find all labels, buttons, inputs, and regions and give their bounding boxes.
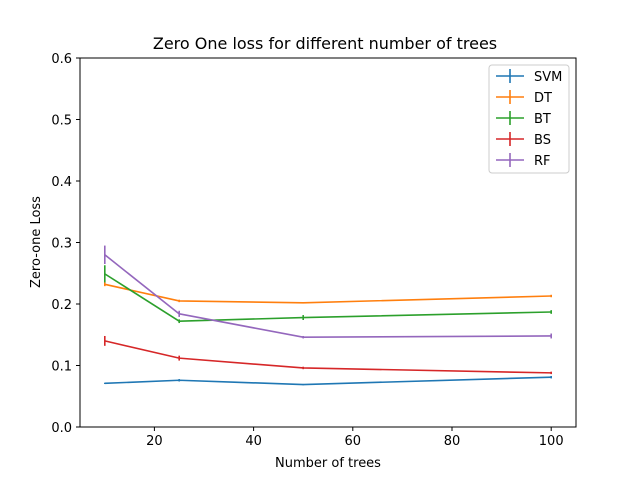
- series-line-rf: [104, 254, 552, 339]
- series-bs: [104, 335, 553, 375]
- series-rf: [104, 245, 553, 339]
- series-line-svm: [104, 376, 552, 386]
- x-tick-label: 20: [146, 434, 163, 449]
- y-tick-label: 0.4: [51, 175, 72, 190]
- legend-entries: SVM DT BT BS RF: [496, 69, 562, 169]
- series-line-bs: [104, 340, 552, 374]
- legend-entry-rf: RF: [496, 153, 551, 169]
- legend-label-bt: BT: [534, 112, 551, 127]
- y-tick-label: 0.6: [51, 52, 72, 67]
- legend-entry-dt: DT: [496, 90, 552, 106]
- chart-title: Zero One loss for different number of tr…: [153, 34, 497, 53]
- legend-label-svm: SVM: [534, 70, 562, 85]
- legend-label-rf: RF: [534, 154, 551, 169]
- x-tick-label: 80: [444, 434, 461, 449]
- x-tick-label: 40: [245, 434, 262, 449]
- x-axis-label: Number of trees: [275, 456, 381, 471]
- series-layer: [104, 245, 553, 386]
- series-dt: [104, 282, 553, 304]
- y-tick-label: 0.2: [51, 298, 72, 313]
- y-axis: 0.0 0.1 0.2 0.3 0.4 0.5 0.6: [51, 52, 80, 436]
- y-tick-label: 0.1: [51, 360, 72, 375]
- x-tick-label: 100: [539, 434, 564, 449]
- y-axis-label: Zero-one Loss: [29, 196, 44, 288]
- series-svm: [104, 375, 553, 386]
- legend-label-bs: BS: [534, 133, 551, 148]
- plot-area: [79, 57, 577, 428]
- x-axis: 20 40 60 80 100: [146, 427, 564, 449]
- series-line-dt: [104, 283, 552, 304]
- y-tick-label: 0.0: [51, 421, 72, 436]
- x-tick-label: 60: [345, 434, 362, 449]
- y-tick-label: 0.5: [51, 114, 72, 129]
- legend-label-dt: DT: [534, 91, 552, 106]
- series-bt: [104, 265, 553, 324]
- series-line-bt: [104, 273, 552, 323]
- legend: SVM DT BT BS RF: [488, 64, 570, 174]
- y-tick-label: 0.3: [51, 237, 72, 252]
- legend-entry-bs: BS: [496, 132, 551, 148]
- legend-entry-bt: BT: [496, 111, 551, 127]
- legend-frame: [488, 64, 570, 174]
- legend-entry-svm: SVM: [496, 69, 562, 85]
